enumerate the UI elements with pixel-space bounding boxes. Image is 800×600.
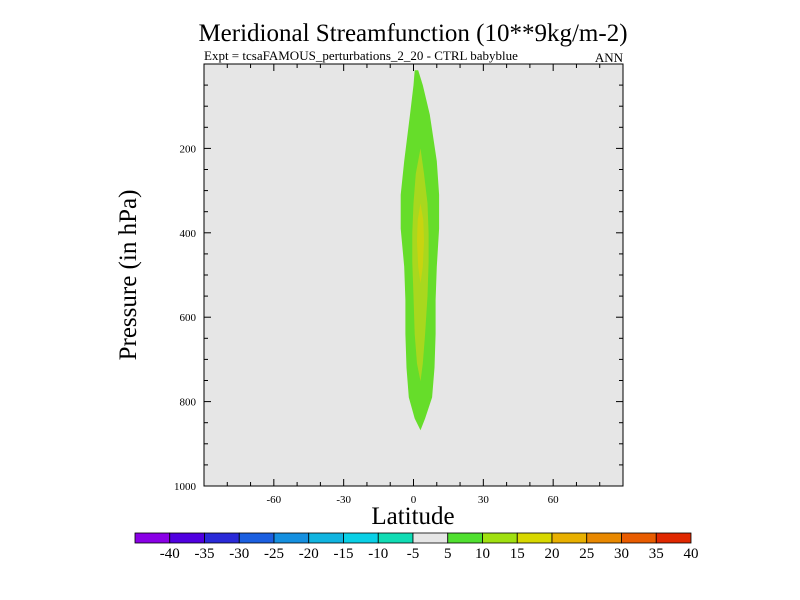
- colorbar-swatch: [308, 532, 344, 544]
- colorbar-label: 35: [649, 546, 664, 562]
- colorbar-label: -20: [299, 546, 319, 562]
- chart-subtitle: Expt = tcsaFAMOUS_perturbations_2_20 - C…: [204, 48, 518, 63]
- colorbar-label: 10: [475, 546, 490, 562]
- colorbar-swatch: [273, 532, 310, 544]
- colorbar-swatch: [343, 532, 379, 544]
- colorbar-swatch: [586, 532, 622, 544]
- minor-ticks: [204, 64, 623, 486]
- colorbar-label: -15: [334, 546, 354, 562]
- colorbar-swatch: [655, 532, 692, 544]
- season-label: ANN: [595, 50, 624, 65]
- colorbar-label: -35: [195, 546, 215, 562]
- colorbar-label: 15: [510, 546, 525, 562]
- y-axis-label: Pressure (in hPa): [115, 190, 142, 361]
- colorbar-labels: -40 -35 -30 -25 -20 -15 -10 -5 5 10 15 20 25 30 35 40: [160, 546, 699, 562]
- y-axis-ticks: 200 400 600 800 1000: [174, 143, 623, 493]
- colorbar-swatch: [621, 532, 657, 544]
- colorbar-swatch: [377, 532, 414, 544]
- colorbar-swatch: [169, 532, 205, 544]
- colorbar-swatch: [134, 532, 171, 544]
- colorbar-label: 30: [614, 546, 629, 562]
- colorbar-swatch: [551, 532, 588, 544]
- colorbar-label: -25: [264, 546, 284, 562]
- colorbar-label: 5: [444, 546, 452, 562]
- x-tick-label: -60: [266, 494, 281, 506]
- colorbar-swatch: [516, 532, 553, 544]
- x-tick-label: 30: [478, 494, 490, 506]
- colorbar-label: 20: [545, 546, 560, 562]
- y-tick-label: 1000: [174, 481, 197, 493]
- y-tick-label: 400: [180, 228, 197, 240]
- contour-layer: [400, 70, 440, 431]
- plot-frame: [203, 63, 624, 487]
- colorbar-label: -10: [368, 546, 388, 562]
- x-tick-label: 60: [548, 494, 560, 506]
- colorbar-swatch: [447, 532, 483, 544]
- colorbar-label: 25: [579, 546, 594, 562]
- colorbar-swatch: [482, 532, 518, 544]
- chart-title: Meridional Streamfunction (10**9kg/m-2): [198, 20, 627, 47]
- colorbar-label: -5: [407, 546, 420, 562]
- y-tick-label: 800: [180, 397, 197, 409]
- colorbar-label: 40: [684, 546, 699, 562]
- colorbar-label: -30: [229, 546, 249, 562]
- y-tick-label: 600: [180, 312, 197, 324]
- colorbar-label: -40: [160, 546, 180, 562]
- colorbar-swatch: [412, 532, 449, 544]
- contour-band-2: [417, 203, 424, 284]
- colorbar: [134, 532, 692, 544]
- x-axis-ticks: -60 -30 0 30 60: [266, 64, 559, 506]
- colorbar-swatch: [204, 532, 240, 544]
- x-tick-label: -30: [336, 494, 351, 506]
- x-axis-label: Latitude: [371, 503, 454, 530]
- x-tick-label: 0: [411, 494, 417, 506]
- y-tick-label: 200: [180, 143, 197, 155]
- colorbar-swatch: [238, 532, 275, 544]
